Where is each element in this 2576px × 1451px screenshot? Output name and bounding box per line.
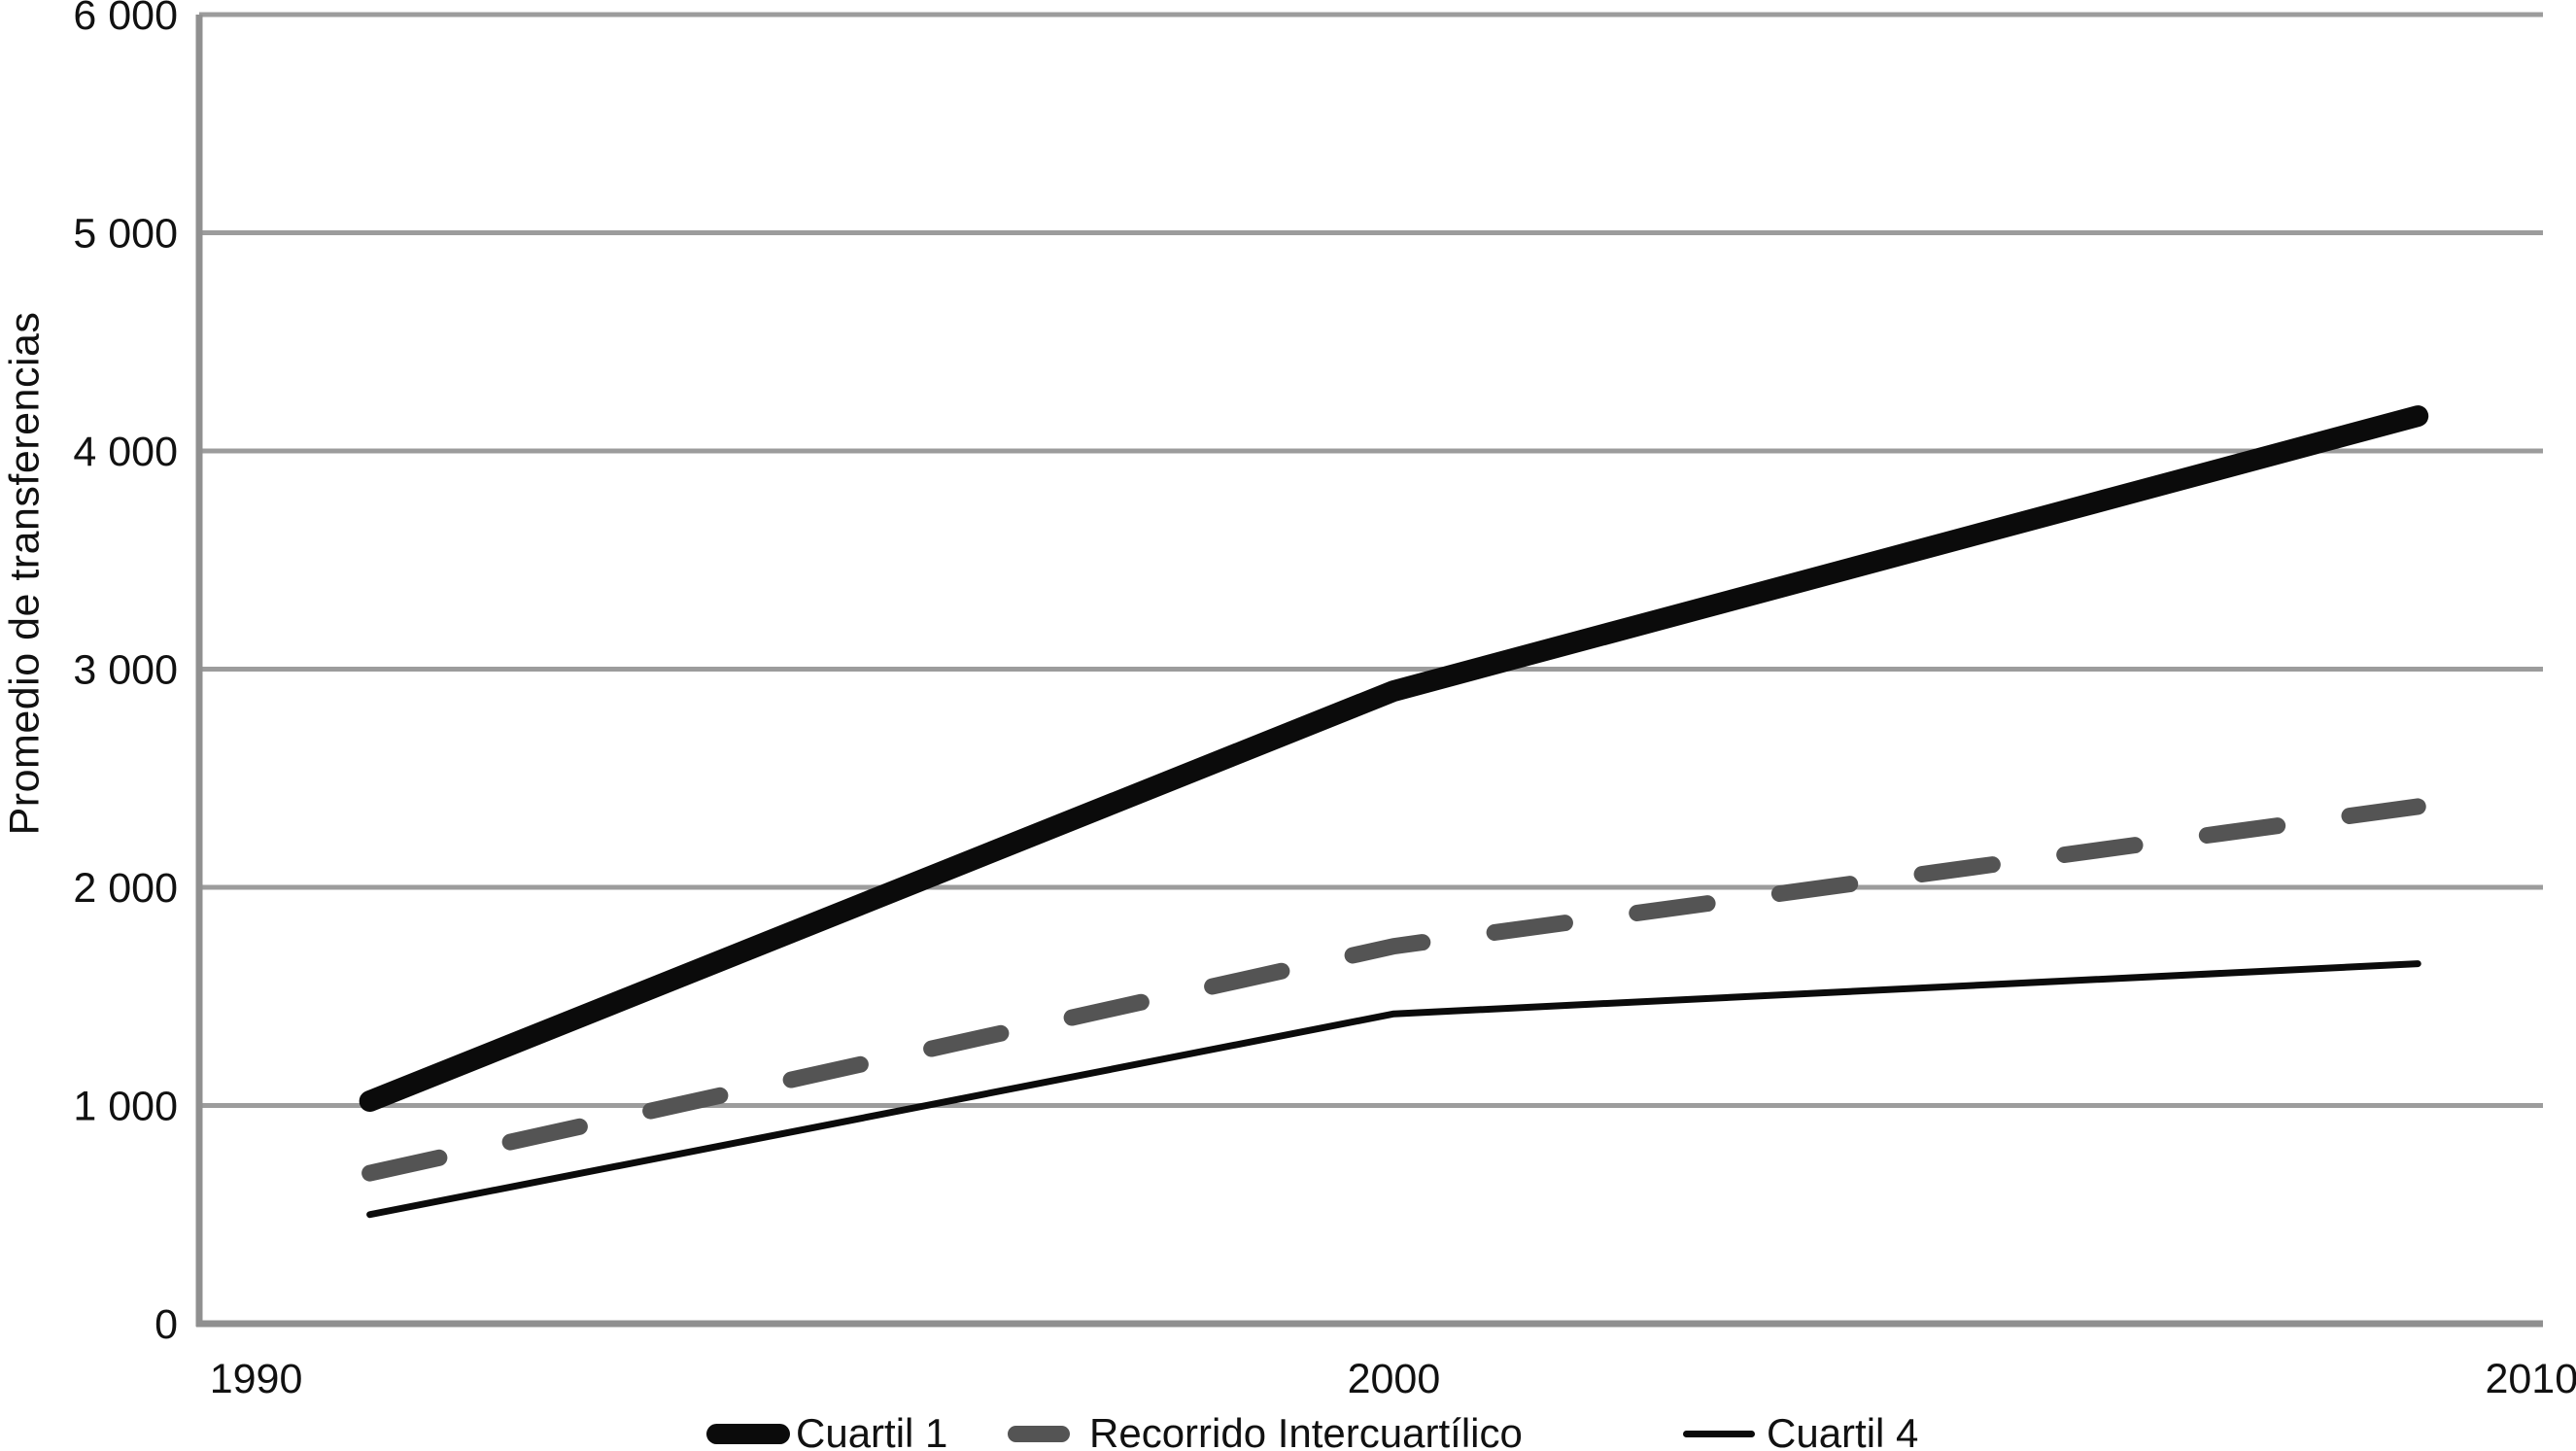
series-line-2 [366, 960, 2421, 1219]
legend-item-cuartil-1: Cuartil 1 [706, 1409, 947, 1451]
x-tick-label: 2000 [1348, 1356, 1441, 1402]
legend-swatch-thick-line-icon [706, 1423, 790, 1444]
series-line-0 [359, 405, 2429, 1113]
y-tick-label: 0 [155, 1301, 178, 1348]
legend-swatch-thin-line-icon [1683, 1430, 1755, 1437]
y-axis-title: Promedio de transferencias [1, 311, 49, 836]
series-line-1 [361, 798, 2426, 1182]
y-tick-label: 5 000 [73, 211, 178, 258]
legend-item-cuartil-4: Cuartil 4 [1683, 1409, 1918, 1451]
legend-item-recorrido-intercuartilico: Recorrido Intercuartílico [1008, 1409, 1523, 1451]
y-tick-label: 1 000 [73, 1084, 178, 1130]
y-tick-label: 2 000 [73, 865, 178, 912]
legend-swatch-dashed-line-icon [1008, 1425, 1070, 1442]
legend-label-cuartil-1: Cuartil 1 [796, 1410, 948, 1451]
y-tick-label: 6 000 [73, 0, 178, 39]
legend-label-recorrido-intercuartilico: Recorrido Intercuartílico [1089, 1410, 1523, 1451]
x-tick-label: 1990 [210, 1356, 303, 1402]
legend-label-cuartil-4: Cuartil 4 [1767, 1410, 1919, 1451]
y-tick-label: 4 000 [73, 429, 178, 475]
x-tick-label: 2010 [2485, 1356, 2576, 1402]
y-tick-label: 3 000 [73, 647, 178, 694]
